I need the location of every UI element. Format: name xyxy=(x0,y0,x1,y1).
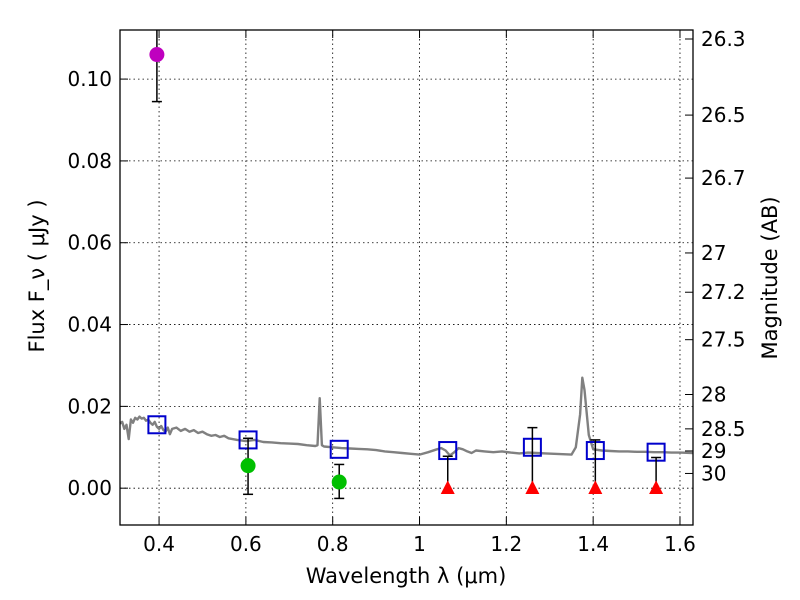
right-tick-label: 28 xyxy=(701,383,726,407)
x-tick-label: 0.8 xyxy=(317,532,349,556)
x-tick-label: 0.4 xyxy=(143,532,175,556)
right-tick-label: 26.5 xyxy=(701,103,746,127)
right-tick-label: 29 xyxy=(701,439,726,463)
right-tick-label: 28.5 xyxy=(701,417,746,441)
x-tick-label: 1.2 xyxy=(490,532,522,556)
plot-frame xyxy=(119,29,694,526)
detections-green-point xyxy=(331,474,347,490)
y-axis-title: Flux F_ν ( μJy ) xyxy=(25,199,50,352)
ticks-group: 0.4 0.6 0.8 1 1.2 1.4 1.6 0.00 0.02 0.04 0.06 0.08 0… xyxy=(67,27,745,556)
y-tick-label: 0.10 xyxy=(67,67,112,91)
y-tick-label: 0.04 xyxy=(67,313,112,337)
x-tick-label: 1 xyxy=(413,532,426,556)
x-tick-label: 0.6 xyxy=(230,532,262,556)
right-tick-label: 26.3 xyxy=(701,27,746,51)
model-photometry-square xyxy=(329,439,349,459)
x-tick-label: 1.4 xyxy=(577,532,609,556)
upper-limit-triangle xyxy=(649,480,664,495)
upper-limit-triangle xyxy=(440,480,455,495)
upper-limit-triangle xyxy=(525,480,540,495)
right-tick-label: 30 xyxy=(701,461,726,485)
model-spectrum-group xyxy=(119,376,694,457)
x-tick-label: 1.6 xyxy=(664,532,696,556)
y-tick-label: 0.00 xyxy=(67,476,112,500)
y-tick-label: 0.02 xyxy=(67,394,112,418)
markers-group xyxy=(147,30,666,500)
right-tick-label: 27.2 xyxy=(701,280,746,304)
y-tick-label: 0.08 xyxy=(67,149,112,173)
y-right-axis-title: Magnitude (AB) xyxy=(758,196,782,359)
x-axis-title: Wavelength λ (μm) xyxy=(306,564,507,588)
spectrum-line xyxy=(119,376,694,457)
upper-limit-triangle xyxy=(588,480,603,495)
y-tick-label: 0.06 xyxy=(67,231,112,255)
right-tick-label: 27 xyxy=(701,241,726,265)
detection-violet-point xyxy=(149,47,165,63)
model-photometry-square xyxy=(147,415,167,435)
right-tick-label: 26.7 xyxy=(701,166,746,190)
right-tick-label: 27.5 xyxy=(701,328,746,352)
detections-green-point xyxy=(240,458,256,474)
